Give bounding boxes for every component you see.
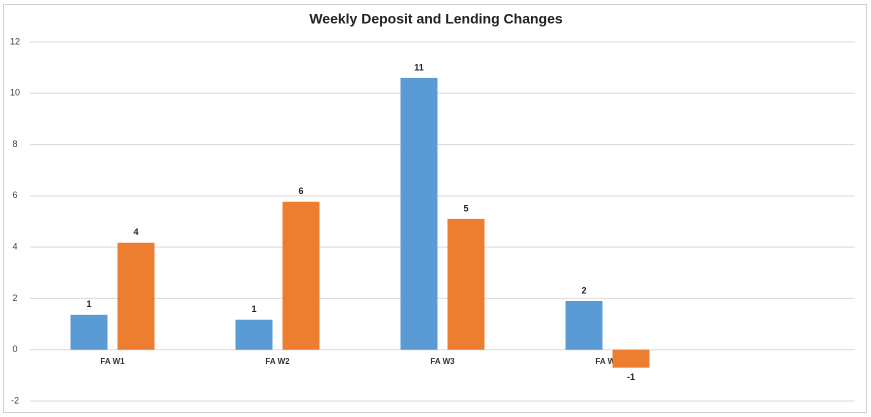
y-tick-label: 2: [12, 293, 17, 303]
value-label: 6: [298, 186, 303, 196]
value-label: -1: [627, 372, 635, 382]
x-tick-label: FA W2: [265, 357, 290, 366]
y-tick-label: 4: [12, 242, 17, 252]
chart-title: Weekly Deposit and Lending Changes: [309, 11, 563, 27]
x-tick-label: FA W3: [430, 357, 455, 366]
bar: [70, 314, 108, 350]
value-label: 4: [133, 227, 138, 237]
bar: [400, 77, 438, 350]
bar: [565, 300, 603, 350]
y-tick-label: -2: [11, 395, 19, 405]
bar: [117, 242, 155, 350]
x-tick-label: FA W4: [595, 357, 620, 366]
y-tick-label: 8: [12, 139, 17, 149]
y-tick-label: 10: [10, 88, 20, 98]
bar: [612, 349, 650, 368]
x-tick-label: FA W1: [100, 357, 125, 366]
value-label: 1: [86, 299, 91, 309]
value-label: 2: [581, 285, 586, 295]
bar: [282, 201, 320, 350]
bar: [447, 218, 485, 350]
y-tick-label: 0: [12, 344, 17, 354]
value-label: 5: [463, 203, 468, 213]
y-tick-label: 6: [12, 190, 17, 200]
value-label: 11: [414, 62, 424, 72]
y-tick-label: 12: [10, 36, 20, 46]
bar: [235, 319, 273, 350]
value-label: 1: [251, 304, 256, 314]
